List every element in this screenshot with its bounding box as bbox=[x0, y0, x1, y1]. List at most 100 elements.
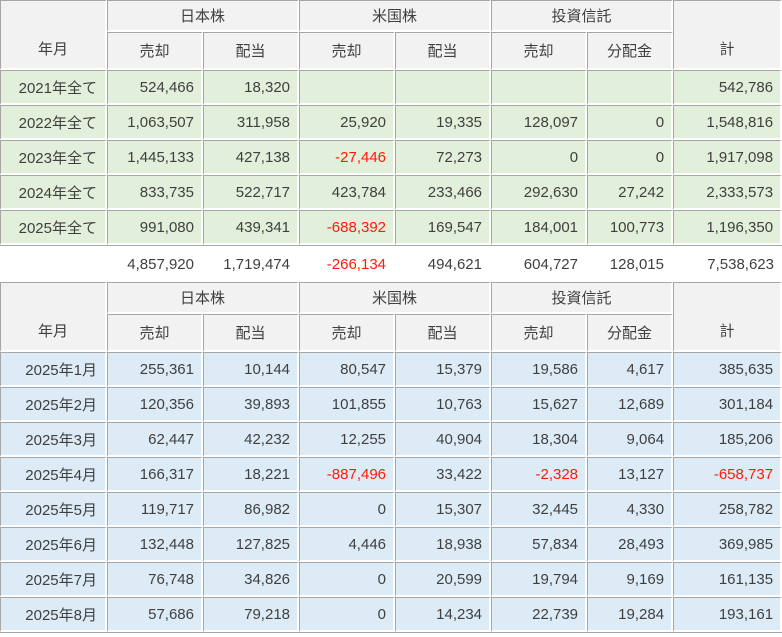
cell-fund-distribution: 9,064 bbox=[587, 422, 674, 457]
cell-fund-sell: 292,630 bbox=[491, 175, 588, 210]
header-total: 計 bbox=[673, 0, 782, 70]
cell-us-dividend bbox=[395, 70, 492, 105]
cell-us-dividend: 233,466 bbox=[395, 175, 492, 210]
cell-us-sell: -27,446 bbox=[299, 140, 396, 175]
cell-fund-sell: 22,739 bbox=[491, 597, 588, 632]
header-us-sell: 売却 bbox=[299, 314, 396, 352]
cell-fund-distribution: 9,169 bbox=[587, 562, 674, 597]
monthly-row: 2025年6月 132,448 127,825 4,446 18,938 57,… bbox=[0, 527, 782, 562]
yearly-table-header: 年月 日本株 米国株 投資信託 計 売却 配当 売却 配当 売却 分配金 bbox=[0, 0, 782, 70]
cell-jp-dividend: 127,825 bbox=[203, 527, 300, 562]
cell-jp-sell: 120,356 bbox=[107, 387, 203, 422]
header-group-investment-trust: 投資信託 bbox=[491, 0, 674, 32]
cell-row-total: 369,985 bbox=[673, 527, 782, 562]
row-label-month: 2025年1月 bbox=[0, 352, 107, 387]
row-label-month: 2025年7月 bbox=[0, 562, 107, 597]
cell-fund-distribution: 4,617 bbox=[587, 352, 674, 387]
cell-fund-distribution: 0 bbox=[587, 140, 674, 175]
monthly-summary-table-wrap: 年月 日本株 米国株 投資信託 計 売却 配当 売却 配当 売却 分配金 202… bbox=[0, 282, 782, 633]
cell-us-sell: 0 bbox=[299, 597, 396, 632]
row-label-month: 2025年8月 bbox=[0, 597, 107, 632]
cell-jp-dividend: 427,138 bbox=[203, 140, 300, 175]
cell-row-total: 185,206 bbox=[673, 422, 782, 457]
cell-fund-sell bbox=[491, 70, 588, 105]
cell-jp-sell: 132,448 bbox=[107, 527, 203, 562]
cell-jp-dividend: 42,232 bbox=[203, 422, 300, 457]
header-year-month: 年月 bbox=[0, 0, 107, 70]
grand-total-overall: 7,538,623 bbox=[707, 255, 774, 273]
cell-jp-dividend: 311,958 bbox=[203, 105, 300, 140]
yearly-summary-table-wrap: 年月 日本株 米国株 投資信託 計 売却 配当 売却 配当 売却 分配金 202… bbox=[0, 0, 782, 246]
cell-row-total: 301,184 bbox=[673, 387, 782, 422]
cell-jp-sell: 991,080 bbox=[107, 210, 203, 245]
header-group-japan-stocks: 日本株 bbox=[107, 282, 300, 314]
cell-fund-sell: 15,627 bbox=[491, 387, 588, 422]
grand-total-us-dividend: 494,621 bbox=[427, 255, 482, 273]
row-label-month: 2025年3月 bbox=[0, 422, 107, 457]
cell-jp-sell: 57,686 bbox=[107, 597, 203, 632]
cell-jp-dividend: 18,320 bbox=[203, 70, 300, 105]
monthly-row: 2025年2月 120,356 39,893 101,855 10,763 15… bbox=[0, 387, 782, 422]
grand-total-jp-sell: 4,857,920 bbox=[127, 255, 194, 273]
cell-fund-sell: 19,794 bbox=[491, 562, 588, 597]
monthly-row: 2025年3月 62,447 42,232 12,255 40,904 18,3… bbox=[0, 422, 782, 457]
monthly-summary-table: 年月 日本株 米国株 投資信託 計 売却 配当 売却 配当 売却 分配金 202… bbox=[0, 282, 782, 632]
grand-total-fund-sell: 604,727 bbox=[523, 255, 578, 273]
header-us-dividend: 配当 bbox=[395, 314, 492, 352]
cell-us-dividend: 169,547 bbox=[395, 210, 492, 245]
cell-us-dividend: 72,273 bbox=[395, 140, 492, 175]
monthly-row: 2025年5月 119,717 86,982 0 15,307 32,445 4… bbox=[0, 492, 782, 527]
row-label-year: 2021年全て bbox=[0, 70, 107, 105]
cell-us-sell bbox=[299, 70, 396, 105]
cell-row-total: -658,737 bbox=[673, 457, 782, 492]
cell-jp-sell: 62,447 bbox=[107, 422, 203, 457]
grand-total-us-sell: -266,134 bbox=[326, 255, 386, 273]
grand-total-jp-dividend: 1,719,474 bbox=[223, 255, 290, 273]
cell-fund-sell: 128,097 bbox=[491, 105, 588, 140]
cell-us-sell: 423,784 bbox=[299, 175, 396, 210]
header-fund-distribution: 分配金 bbox=[587, 314, 674, 352]
cell-us-sell: 80,547 bbox=[299, 352, 396, 387]
cell-us-dividend: 15,379 bbox=[395, 352, 492, 387]
cell-fund-sell: 19,586 bbox=[491, 352, 588, 387]
cell-fund-sell: 32,445 bbox=[491, 492, 588, 527]
cell-row-total: 193,161 bbox=[673, 597, 782, 632]
cell-jp-dividend: 39,893 bbox=[203, 387, 300, 422]
cell-row-total: 542,786 bbox=[673, 70, 782, 105]
cell-us-sell: -688,392 bbox=[299, 210, 396, 245]
monthly-row: 2025年4月 166,317 18,221 -887,496 33,422 -… bbox=[0, 457, 782, 492]
cell-fund-distribution: 28,493 bbox=[587, 527, 674, 562]
row-label-month: 2025年6月 bbox=[0, 527, 107, 562]
header-fund-sell: 売却 bbox=[491, 314, 588, 352]
cell-jp-sell: 76,748 bbox=[107, 562, 203, 597]
cell-jp-sell: 833,735 bbox=[107, 175, 203, 210]
cell-jp-sell: 524,466 bbox=[107, 70, 203, 105]
header-group-us-stocks: 米国株 bbox=[299, 0, 492, 32]
cell-us-dividend: 15,307 bbox=[395, 492, 492, 527]
row-label-year: 2023年全て bbox=[0, 140, 107, 175]
cell-fund-distribution bbox=[587, 70, 674, 105]
header-fund-sell: 売却 bbox=[491, 32, 588, 70]
yearly-table-body: 2021年全て 524,466 18,320 542,786 2022年全て 1… bbox=[0, 70, 782, 245]
yearly-row: 2025年全て 991,080 439,341 -688,392 169,547… bbox=[0, 210, 782, 245]
cell-fund-sell: 57,834 bbox=[491, 527, 588, 562]
cell-jp-dividend: 18,221 bbox=[203, 457, 300, 492]
row-label-year: 2022年全て bbox=[0, 105, 107, 140]
cell-jp-sell: 255,361 bbox=[107, 352, 203, 387]
cell-us-sell: 4,446 bbox=[299, 527, 396, 562]
header-jp-dividend: 配当 bbox=[203, 32, 300, 70]
cell-jp-dividend: 86,982 bbox=[203, 492, 300, 527]
row-label-year: 2024年全て bbox=[0, 175, 107, 210]
cell-fund-sell: -2,328 bbox=[491, 457, 588, 492]
header-jp-dividend: 配当 bbox=[203, 314, 300, 352]
cell-fund-sell: 18,304 bbox=[491, 422, 588, 457]
cell-us-dividend: 33,422 bbox=[395, 457, 492, 492]
cell-jp-sell: 1,445,133 bbox=[107, 140, 203, 175]
header-group-japan-stocks: 日本株 bbox=[107, 0, 300, 32]
monthly-table-body: 2025年1月 255,361 10,144 80,547 15,379 19,… bbox=[0, 352, 782, 632]
header-fund-distribution: 分配金 bbox=[587, 32, 674, 70]
header-jp-sell: 売却 bbox=[107, 32, 203, 70]
yearly-row: 2024年全て 833,735 522,717 423,784 233,466 … bbox=[0, 175, 782, 210]
cell-row-total: 1,917,098 bbox=[673, 140, 782, 175]
cell-jp-dividend: 79,218 bbox=[203, 597, 300, 632]
